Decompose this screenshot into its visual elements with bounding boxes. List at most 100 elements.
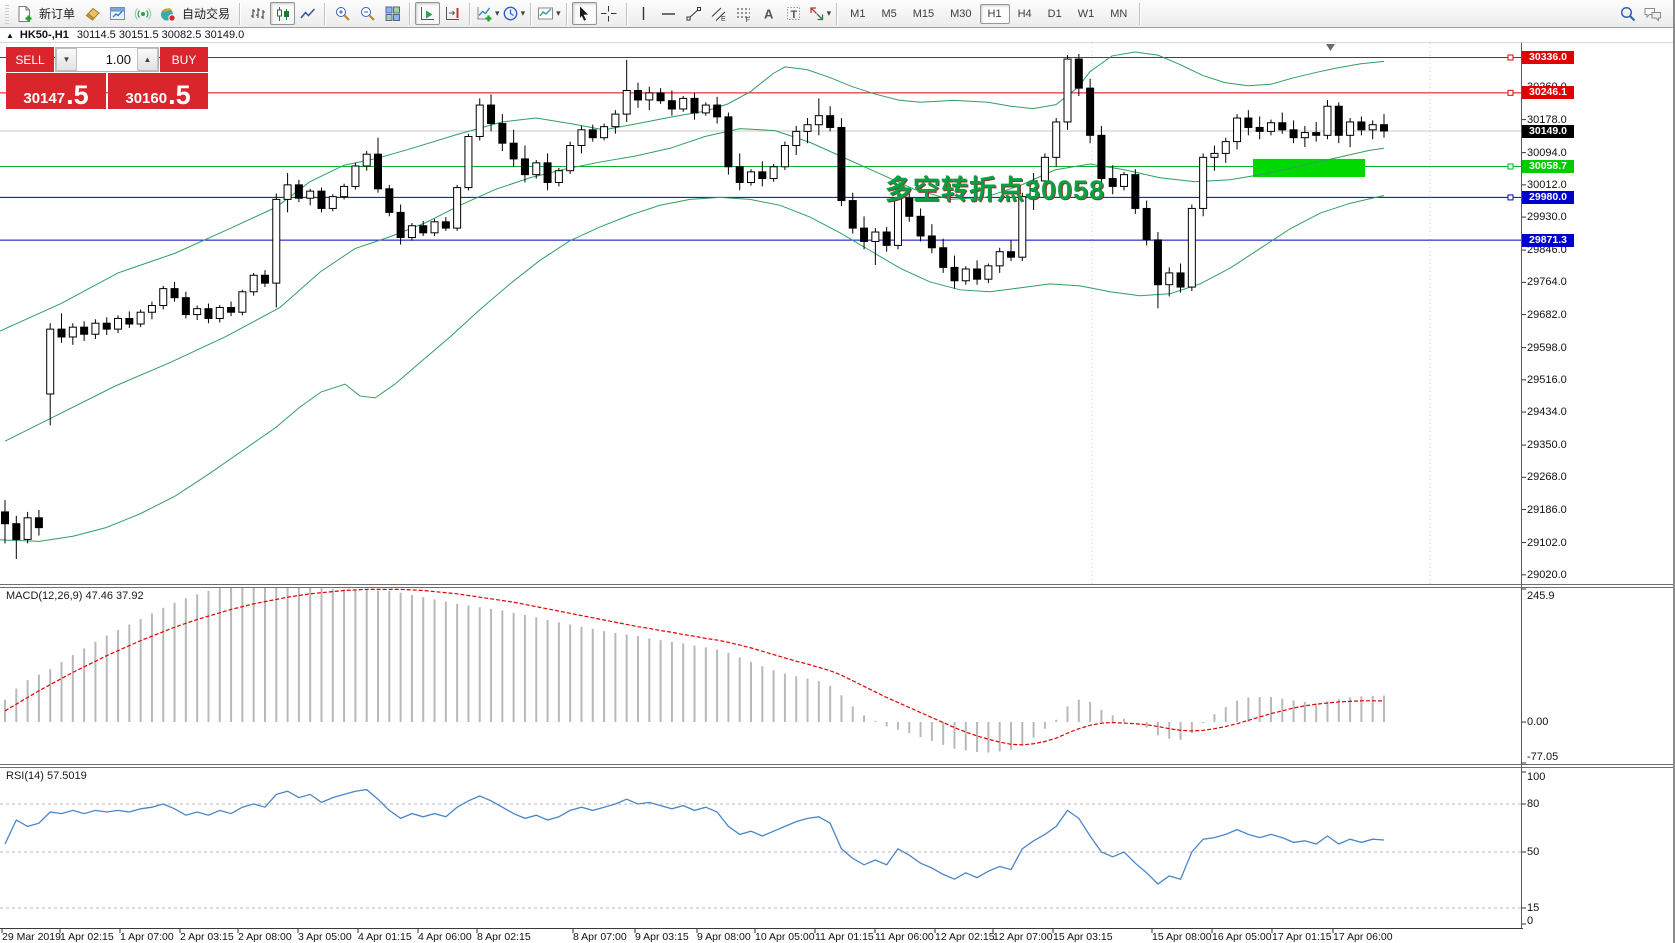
auto-trading-label[interactable]: 自动交易 xyxy=(182,7,231,21)
trendline-button[interactable] xyxy=(682,2,707,25)
candlesticks xyxy=(1,53,1388,560)
indicators-button[interactable]: ▾ xyxy=(475,2,501,25)
candlestick-chart-button[interactable] xyxy=(270,2,296,25)
ohlc-values: 30114.5 30151.5 30082.5 30149.0 xyxy=(76,29,245,41)
buy-price-frac: .5 xyxy=(168,80,191,110)
search-button[interactable] xyxy=(1615,2,1640,25)
timeframe-mn[interactable]: MN xyxy=(1110,7,1128,20)
price-tick-label: 29268.0 xyxy=(1527,471,1567,484)
auto-trading-button[interactable] xyxy=(155,2,180,25)
timeframe-m5[interactable]: M5 xyxy=(881,7,897,20)
equidistant-channel-button[interactable]: E xyxy=(707,2,732,25)
timeframe-m15[interactable]: M15 xyxy=(912,7,935,20)
toolbar-separator xyxy=(625,2,628,25)
new-order-button[interactable] xyxy=(12,2,37,25)
bollinger-middle-band xyxy=(4,128,1385,442)
window-marker-icon[interactable]: ▲ xyxy=(6,30,14,40)
timeframe-h1[interactable]: H1 xyxy=(979,3,1010,24)
text-button[interactable]: A xyxy=(757,2,782,25)
periods-icon xyxy=(502,5,520,23)
horizontal-line-icon xyxy=(660,5,678,23)
price-tick-label: 29350.0 xyxy=(1527,439,1567,452)
time-axis-label: 29 Mar 2019 xyxy=(2,931,61,943)
time-axis-label: 3 Apr 05:00 xyxy=(298,931,352,943)
toolbar-separator xyxy=(469,2,472,25)
buy-button[interactable]: BUY xyxy=(160,47,208,72)
bollinger-upper-band xyxy=(0,51,1385,332)
chevron-down-icon: ▾ xyxy=(495,8,500,18)
arrow-objects-button[interactable]: ▾ xyxy=(807,2,833,25)
price-tick-label: 29102.0 xyxy=(1527,536,1567,549)
volume-decrease-button[interactable]: ▼ xyxy=(56,48,77,71)
horizontal-line-button[interactable] xyxy=(657,2,682,25)
auto-scroll-button[interactable] xyxy=(415,2,441,25)
crosshair-button[interactable] xyxy=(597,2,622,25)
chart-annotation-text[interactable]: 多空转折点30058 xyxy=(885,175,1106,205)
time-axis-label: 8 Apr 07:00 xyxy=(573,931,627,943)
svg-text:T: T xyxy=(791,9,798,21)
timeframe-d1[interactable]: D1 xyxy=(1047,7,1062,20)
macd-panel xyxy=(4,588,1385,753)
chart-window-button[interactable] xyxy=(105,2,130,25)
chat-button[interactable] xyxy=(1640,2,1665,25)
rsi-tick-label: 50 xyxy=(1527,846,1540,858)
price-level-badge: 30336.0 xyxy=(1522,50,1574,64)
price-tick-label: 29764.0 xyxy=(1527,276,1567,289)
macd-splitter[interactable] xyxy=(0,584,1673,588)
price-tick-label: 29020.0 xyxy=(1527,568,1567,581)
time-axis-label: 1 Apr 02:15 xyxy=(60,931,114,943)
fibonacci-button[interactable]: F xyxy=(732,2,757,25)
rsi-splitter[interactable] xyxy=(0,764,1673,768)
axis-ticks xyxy=(1,86,1526,933)
volume-increase-button[interactable]: ▲ xyxy=(137,48,158,71)
timeframe-m1[interactable]: M1 xyxy=(850,7,866,20)
bar-chart-button[interactable] xyxy=(245,2,270,25)
volume-input[interactable]: 1.00 xyxy=(105,52,131,67)
cursor-button[interactable] xyxy=(571,2,597,25)
zoom-in-icon xyxy=(334,5,352,23)
timeframe-w1[interactable]: W1 xyxy=(1077,7,1095,20)
buy-price-button[interactable]: 30160 .5 xyxy=(108,73,208,109)
chart-shift-button[interactable] xyxy=(440,2,465,25)
vertical-line-button[interactable] xyxy=(632,2,657,25)
timeframe-h4[interactable]: H4 xyxy=(1017,7,1032,20)
timeframe-m30[interactable]: M30 xyxy=(950,7,972,20)
price-level-badge: 30149.0 xyxy=(1522,124,1574,138)
highlight-rectangle[interactable] xyxy=(1253,158,1365,177)
sell-price-button[interactable]: 30147 .5 xyxy=(6,73,106,109)
toolbar-separator xyxy=(1139,2,1142,25)
chart-profile-button[interactable]: ▾ xyxy=(536,2,562,25)
signal-button[interactable] xyxy=(130,2,155,25)
price-tick-label: 30178.0 xyxy=(1527,113,1567,126)
rsi-tick-label: 0 xyxy=(1527,915,1534,927)
sell-button[interactable]: SELL xyxy=(6,47,54,72)
eraser-button[interactable] xyxy=(80,2,105,25)
line-chart-button[interactable] xyxy=(295,2,320,25)
toolbar: 新订单 自动交易 xyxy=(0,0,1673,28)
macd-label: MACD(12,26,9) 47.46 37.92 xyxy=(6,590,144,602)
time-axis-label: 9 Apr 03:15 xyxy=(635,931,689,943)
indicators-icon xyxy=(476,5,494,23)
zoom-out-button[interactable] xyxy=(355,2,380,25)
price-tick-label: 29434.0 xyxy=(1527,406,1567,419)
periods-button[interactable]: ▾ xyxy=(501,2,527,25)
zoom-in-button[interactable] xyxy=(330,2,355,25)
chart-shift-marker-icon xyxy=(1326,44,1335,51)
text-label-button[interactable]: T xyxy=(782,2,807,25)
text-icon: A xyxy=(760,5,778,23)
rsi-tick-label: 15 xyxy=(1527,902,1540,914)
new-order-label[interactable]: 新订单 xyxy=(39,7,76,21)
arrow-objects-icon xyxy=(808,5,826,23)
auto-scroll-icon xyxy=(419,5,437,23)
toolbar-drag-handle[interactable] xyxy=(5,3,9,24)
tile-windows-icon xyxy=(384,5,402,23)
rsi-tick-label: 80 xyxy=(1527,798,1540,810)
search-icon xyxy=(1619,5,1637,23)
time-axis-label: 2 Apr 03:15 xyxy=(180,931,234,943)
chart-shift-icon xyxy=(444,5,462,23)
auto-trading-icon xyxy=(159,5,177,23)
toolbar-separator xyxy=(324,2,327,25)
tile-windows-button[interactable] xyxy=(380,2,405,25)
